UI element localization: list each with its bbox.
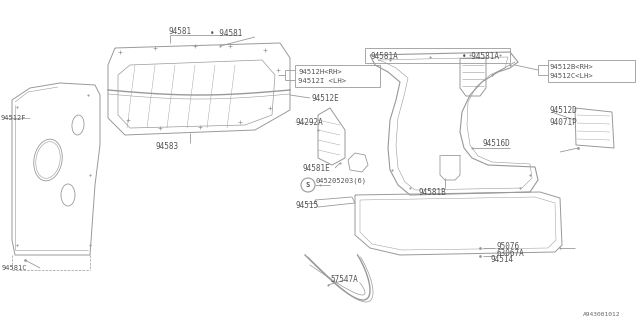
Text: 94071P: 94071P <box>550 117 578 126</box>
Text: 94514: 94514 <box>490 255 513 265</box>
Text: S: S <box>306 182 310 188</box>
Bar <box>548 60 635 82</box>
Text: 94292A: 94292A <box>295 117 323 126</box>
Text: 94512I <LH>: 94512I <LH> <box>298 78 346 84</box>
Text: 94512H<RH>: 94512H<RH> <box>298 69 342 75</box>
Text: A943001012: A943001012 <box>582 313 620 317</box>
Text: 94581E: 94581E <box>302 164 330 172</box>
Text: 045205203(6): 045205203(6) <box>315 178 366 184</box>
Text: 94581A: 94581A <box>370 52 397 60</box>
Text: 94515: 94515 <box>295 201 318 210</box>
Text: 94512D: 94512D <box>550 106 578 115</box>
Text: • 94581: • 94581 <box>210 28 243 37</box>
Text: 94581B: 94581B <box>418 188 445 196</box>
Bar <box>295 65 380 87</box>
Text: 94581: 94581 <box>168 27 191 36</box>
Text: 94512B<RH>: 94512B<RH> <box>550 64 594 70</box>
Text: 95076: 95076 <box>496 242 519 251</box>
Text: 94512E: 94512E <box>311 93 339 102</box>
Text: 94512C<LH>: 94512C<LH> <box>550 73 594 79</box>
Text: 94512F: 94512F <box>1 115 26 121</box>
Bar <box>365 48 510 63</box>
Text: 94583: 94583 <box>155 141 178 150</box>
Text: • 94581A: • 94581A <box>462 52 499 60</box>
Text: 63067A: 63067A <box>496 250 524 259</box>
Text: 94516D: 94516D <box>482 139 509 148</box>
Text: 94581C: 94581C <box>2 265 28 271</box>
Text: 57547A: 57547A <box>330 276 358 284</box>
